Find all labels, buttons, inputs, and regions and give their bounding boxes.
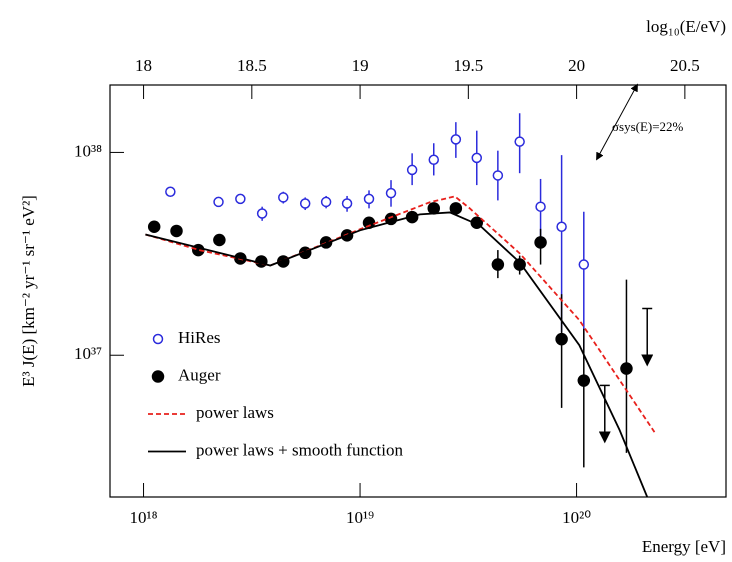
data-point bbox=[299, 198, 311, 209]
data-point bbox=[363, 193, 375, 205]
data-point bbox=[577, 374, 591, 387]
data-point bbox=[450, 134, 462, 145]
y-tick-label: 10³⁷ bbox=[74, 344, 102, 363]
fit-line bbox=[145, 211, 649, 497]
data-point bbox=[578, 259, 590, 270]
plot-frame bbox=[109, 84, 727, 498]
data-point bbox=[213, 233, 226, 247]
x2-tick-label: 20 bbox=[568, 56, 585, 75]
data-point bbox=[492, 170, 504, 181]
legend-label: HiRes bbox=[178, 328, 221, 347]
data-point bbox=[427, 202, 441, 215]
data-point bbox=[213, 196, 224, 208]
data-point bbox=[165, 186, 176, 197]
x2-tick-label: 19.5 bbox=[453, 56, 483, 75]
data-point bbox=[147, 220, 161, 234]
legend-label: Auger bbox=[178, 365, 221, 384]
y-axis-label: E³ J(E) [km⁻² yr⁻¹ sr⁻¹ eV²] bbox=[19, 195, 38, 387]
legend-marker bbox=[151, 370, 165, 383]
data-point bbox=[491, 258, 505, 271]
x2-tick-label: 18 bbox=[135, 56, 152, 75]
sys-arrow bbox=[596, 83, 638, 161]
data-point bbox=[428, 154, 440, 166]
legend-marker bbox=[152, 333, 164, 345]
x-tick-label: 10¹⁹ bbox=[346, 508, 374, 527]
legend-label: power laws bbox=[196, 403, 274, 422]
data-point bbox=[170, 224, 183, 238]
x2-tick-label: 18.5 bbox=[237, 56, 267, 75]
data-point bbox=[449, 202, 463, 215]
data-point bbox=[471, 152, 483, 164]
data-point bbox=[555, 332, 568, 346]
data-point bbox=[235, 193, 246, 205]
data-point bbox=[620, 362, 633, 375]
data-point bbox=[385, 187, 397, 199]
y-tick-label: 10³⁸ bbox=[74, 141, 102, 160]
data-point bbox=[341, 198, 353, 209]
legend-label: power laws + smooth function bbox=[196, 440, 403, 459]
plot-area bbox=[145, 113, 656, 497]
data-point bbox=[256, 208, 268, 219]
data-point bbox=[534, 236, 547, 249]
fit-line bbox=[145, 195, 656, 433]
x2-tick-label: 19 bbox=[352, 56, 369, 75]
x2-tick-label: 20.5 bbox=[670, 56, 700, 75]
data-point bbox=[278, 192, 289, 203]
data-point bbox=[406, 164, 418, 176]
x-tick-label: 10¹⁸ bbox=[130, 508, 158, 527]
x2-axis-label: log₁₀(E/eV) bbox=[646, 17, 726, 36]
data-point bbox=[556, 221, 567, 233]
data-point bbox=[535, 201, 546, 212]
x-tick-label: 10²⁰ bbox=[562, 508, 591, 527]
data-point bbox=[320, 196, 332, 208]
annotation: σsys(E)=22% bbox=[612, 119, 684, 134]
x-axis-label: Energy [eV] bbox=[642, 537, 726, 556]
data-point bbox=[514, 136, 525, 147]
